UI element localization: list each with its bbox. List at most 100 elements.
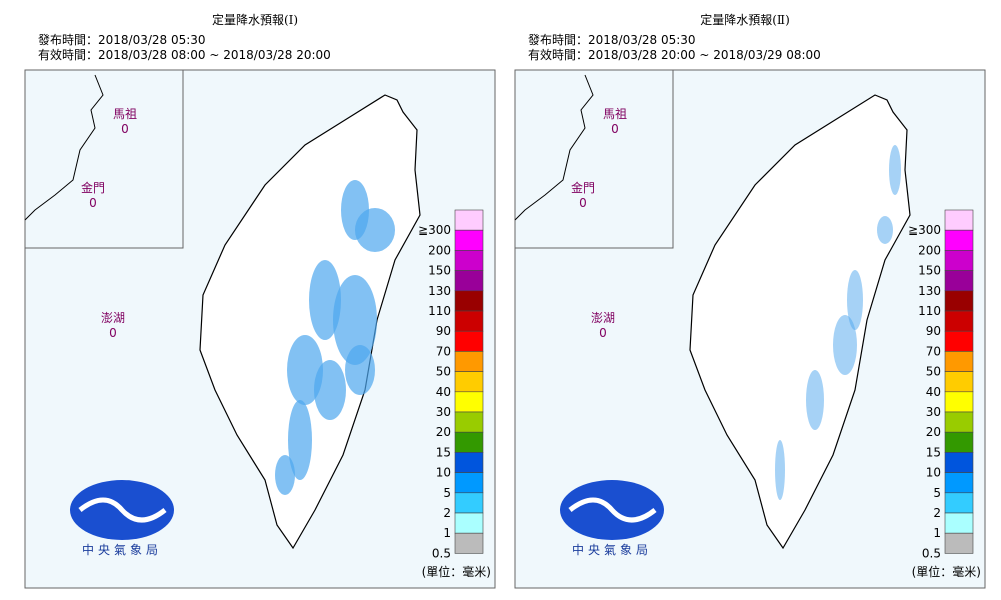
legend-label: 10 — [926, 466, 941, 480]
legend-swatch — [944, 209, 974, 231]
island-value: 0 — [109, 326, 117, 340]
legend-label: 0.5 — [432, 546, 451, 560]
legend-swatch — [454, 270, 484, 292]
legend-label: 130 — [918, 284, 941, 298]
rain-area — [847, 270, 863, 330]
island-name: 澎湖 — [591, 310, 615, 325]
legend-swatch — [944, 492, 974, 514]
legend-swatch — [454, 472, 484, 494]
legend-swatch — [454, 411, 484, 433]
legend-label: 5 — [933, 486, 941, 500]
map-frame: 馬祖0金門0澎湖0中央氣象局≧3002001501301109070504030… — [514, 69, 986, 589]
valid-time: 有效時間：2018/03/28 08:00 ~ 2018/03/28 20:00 — [38, 47, 331, 62]
legend-swatch — [944, 330, 974, 352]
legend-label: 50 — [436, 365, 451, 379]
legend-swatch — [454, 452, 484, 473]
legend-label: 15 — [926, 445, 941, 459]
legend-label: 150 — [428, 264, 451, 278]
legend-label: 70 — [926, 344, 941, 358]
legend-swatch — [944, 532, 974, 554]
island-value: 0 — [579, 196, 587, 210]
legend-swatch — [454, 532, 484, 554]
legend-swatch — [454, 512, 484, 534]
panel-title: 定量降水預報(Ⅱ) — [700, 12, 790, 27]
island-name: 澎湖 — [101, 310, 125, 325]
panel: 定量降水預報(Ⅱ) 發布時間：2018/03/28 05:30有效時間：2018/… — [514, 12, 986, 589]
legend-label: 40 — [436, 385, 451, 399]
issued-time: 發布時間：2018/03/28 05:30 — [528, 32, 696, 47]
legend-label: 20 — [436, 425, 451, 439]
legend-swatch — [944, 472, 974, 494]
logo-swirl — [568, 497, 657, 523]
legend-label: 110 — [428, 304, 451, 318]
legend-swatch — [944, 290, 974, 312]
rain-area — [806, 370, 824, 430]
rain-area — [889, 145, 901, 195]
rain-area — [333, 275, 377, 365]
island-name: 馬祖 — [113, 106, 137, 121]
inset-box — [24, 69, 184, 249]
legend-swatch — [454, 391, 484, 413]
legend-label: 90 — [436, 324, 451, 338]
valid-time: 有效時間：2018/03/28 20:00 ~ 2018/03/29 08:00 — [528, 47, 821, 62]
legend-label: 20 — [926, 425, 941, 439]
legend-label: 10 — [436, 466, 451, 480]
legend-swatch — [454, 371, 484, 393]
legend-label: 200 — [918, 243, 941, 257]
legend-label: 30 — [926, 405, 941, 419]
legend-label: ≧300 — [418, 223, 451, 237]
panel-title: 定量降水預報(Ⅰ) — [212, 12, 298, 27]
rain-area — [314, 360, 346, 420]
legend-swatch — [944, 310, 974, 332]
panel: 定量降水預報(Ⅰ) 發布時間：2018/03/28 05:30有效時間：2018/… — [24, 12, 496, 589]
legend-label: 200 — [428, 243, 451, 257]
legend-swatch — [454, 290, 484, 312]
rain-area — [287, 335, 323, 405]
legend-label: ≧300 — [908, 223, 941, 237]
unit-label: (單位：毫米) — [422, 564, 491, 579]
issued-time: 發布時間：2018/03/28 05:30 — [38, 32, 206, 47]
island-name: 金門 — [571, 180, 595, 195]
unit-label: (單位：毫米) — [912, 564, 981, 579]
legend-swatch — [944, 431, 974, 453]
legend-swatch — [944, 452, 974, 473]
legend-label: 5 — [443, 486, 451, 500]
legend-label: 30 — [436, 405, 451, 419]
rain-area — [345, 345, 375, 395]
logo-text: 中央氣象局 — [82, 542, 162, 557]
legend-label: 40 — [926, 385, 941, 399]
island-value: 0 — [121, 122, 129, 136]
legend-swatch — [944, 371, 974, 393]
rain-area — [355, 208, 395, 252]
legend-swatch — [944, 391, 974, 413]
legend-swatch — [454, 492, 484, 514]
legend-label: 15 — [436, 445, 451, 459]
rain-area — [775, 440, 785, 500]
legend-label: 130 — [428, 284, 451, 298]
logo-text: 中央氣象局 — [572, 542, 652, 557]
legend-label: 50 — [926, 365, 941, 379]
legend-swatch — [454, 209, 484, 231]
legend-swatch — [944, 351, 974, 372]
legend-swatch — [454, 330, 484, 352]
legend-label: 2 — [443, 506, 451, 520]
legend-label: 150 — [918, 264, 941, 278]
legend-label: 2 — [933, 506, 941, 520]
map-frame: 馬祖0金門0澎湖0中央氣象局≧3002001501301109070504030… — [24, 69, 496, 589]
legend-swatch — [944, 270, 974, 292]
logo-swirl — [78, 497, 167, 523]
legend-swatch — [944, 250, 974, 271]
legend-swatch — [944, 229, 974, 251]
coastline — [24, 74, 104, 221]
rain-area — [275, 455, 295, 495]
island-value: 0 — [611, 122, 619, 136]
legend-swatch — [454, 431, 484, 453]
island-value: 0 — [89, 196, 97, 210]
legend-swatch — [454, 250, 484, 271]
legend-label: 1 — [933, 526, 941, 540]
rain-area — [288, 400, 312, 480]
legend-label: 1 — [443, 526, 451, 540]
coastline — [514, 74, 594, 221]
legend-swatch — [944, 512, 974, 534]
